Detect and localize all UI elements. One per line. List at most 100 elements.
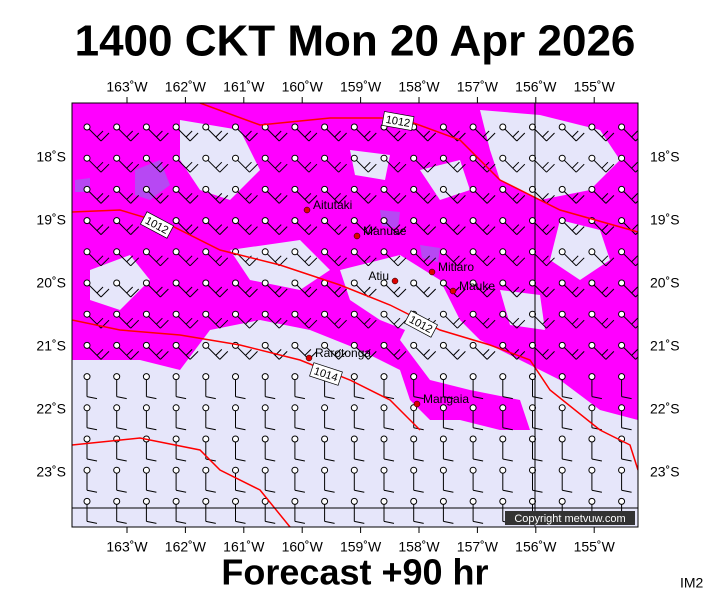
barb-feather xyxy=(116,458,127,462)
barb-station xyxy=(142,497,150,505)
wind-barb xyxy=(202,248,229,267)
barb-feather xyxy=(338,226,347,235)
barb-station xyxy=(202,279,210,287)
barb-station xyxy=(261,435,269,443)
barb-feather xyxy=(235,396,246,400)
barb-station xyxy=(291,154,299,162)
barb-staff xyxy=(474,191,488,204)
barb-station xyxy=(588,497,596,505)
barb-station xyxy=(618,373,626,381)
barb-station xyxy=(499,123,507,131)
wind-barb xyxy=(350,497,365,524)
wind-barb xyxy=(558,341,585,360)
wind-barb xyxy=(529,341,555,360)
wind-barb xyxy=(232,217,258,235)
barb-feather xyxy=(304,349,312,356)
barb-staff xyxy=(177,253,191,267)
wind-barb xyxy=(618,123,638,142)
barb-staff xyxy=(385,315,399,329)
wind-barb xyxy=(261,435,276,462)
barb-feather xyxy=(363,286,371,294)
barb-feather xyxy=(457,351,466,360)
barb-station xyxy=(588,404,596,412)
barb-feather xyxy=(274,193,282,200)
barb-staff xyxy=(504,253,518,267)
barb-feather xyxy=(176,520,187,524)
barb-station xyxy=(172,341,180,349)
barb-station xyxy=(113,341,121,349)
barb-feather xyxy=(86,489,98,493)
wind-barb xyxy=(202,154,229,173)
wind-barb xyxy=(172,310,199,329)
barb-feather xyxy=(156,317,163,325)
barb-station xyxy=(232,185,239,193)
barb-staff xyxy=(385,159,399,173)
barb-feather xyxy=(516,195,526,204)
barb-feather xyxy=(546,351,555,360)
wind-barb xyxy=(469,404,484,431)
place-dot xyxy=(305,354,313,362)
barb-station xyxy=(618,248,626,256)
barb-staff xyxy=(177,284,191,298)
barb-feather xyxy=(571,286,579,294)
barb-staff xyxy=(563,222,577,235)
wind-barb xyxy=(113,123,140,142)
barb-feather xyxy=(591,489,602,493)
barb-station xyxy=(202,497,210,505)
wind-barb xyxy=(113,185,140,204)
wind-barb xyxy=(410,373,424,400)
barb-feather xyxy=(338,288,347,298)
barb-station xyxy=(202,217,210,225)
barb-station xyxy=(469,279,477,287)
barb-station xyxy=(261,154,269,162)
barb-staff xyxy=(445,222,458,235)
barb-feather xyxy=(324,396,335,400)
barb-station xyxy=(618,123,626,131)
wind-barb xyxy=(380,497,395,524)
wind-barb xyxy=(172,497,187,524)
barb-feather xyxy=(457,319,466,329)
barb-station xyxy=(410,248,418,256)
barb-staff xyxy=(326,222,339,235)
barb-feather xyxy=(427,257,437,267)
wind-barb xyxy=(321,435,335,462)
barb-feather xyxy=(219,226,229,235)
barb-station xyxy=(350,123,358,131)
barb-station xyxy=(261,185,269,193)
wind-barb xyxy=(291,466,305,493)
barb-station xyxy=(410,435,418,443)
map-frame xyxy=(71,102,639,528)
barb-station xyxy=(113,373,121,381)
barb-feather xyxy=(453,317,460,325)
barb-staff xyxy=(593,222,607,235)
barb-station xyxy=(410,497,418,505)
wind-barb xyxy=(172,248,199,267)
barb-feather xyxy=(130,195,140,204)
lon-label: 158˚W xyxy=(398,539,440,555)
barb-feather xyxy=(363,161,371,169)
isobar-label-box xyxy=(381,111,415,131)
wind-barb xyxy=(261,123,288,142)
wind-barb xyxy=(588,185,615,204)
place-label: Manuae xyxy=(363,224,407,238)
barb-staff xyxy=(177,191,191,204)
wind-barb xyxy=(439,217,466,235)
barb-feather xyxy=(601,224,609,231)
barb-station xyxy=(202,466,210,474)
wind-barb xyxy=(291,279,318,298)
barb-feather xyxy=(294,427,305,431)
lon-label: 163˚W xyxy=(106,79,148,95)
barb-feather xyxy=(338,351,347,360)
barb-feather xyxy=(575,257,585,267)
barb-feather xyxy=(185,193,193,200)
lat-label: 20˚S xyxy=(650,275,680,291)
barb-feather xyxy=(631,349,638,356)
barb-feather xyxy=(631,193,638,200)
barb-feather xyxy=(249,195,258,204)
lat-label: 21˚S xyxy=(650,338,680,354)
barb-feather xyxy=(86,458,98,462)
barb-staff xyxy=(148,347,161,360)
barb-feather xyxy=(591,458,602,462)
wind-barb xyxy=(350,404,365,431)
barb-feather xyxy=(308,226,318,235)
